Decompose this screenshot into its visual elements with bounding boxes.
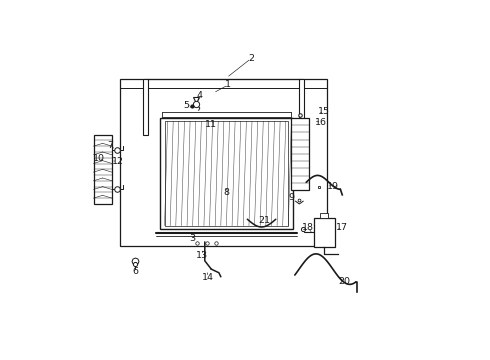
- Bar: [320, 213, 328, 218]
- Text: 16: 16: [316, 118, 327, 127]
- Text: 14: 14: [201, 273, 214, 282]
- Text: 19: 19: [327, 182, 339, 191]
- Text: 5: 5: [184, 101, 190, 110]
- Text: 20: 20: [339, 277, 350, 286]
- Text: 21: 21: [258, 216, 270, 225]
- Text: 7: 7: [107, 141, 113, 150]
- Text: 17: 17: [336, 223, 348, 232]
- Text: 11: 11: [205, 121, 217, 130]
- Bar: [160, 118, 293, 229]
- Text: 12: 12: [111, 157, 123, 166]
- Bar: [165, 121, 288, 226]
- Text: 13: 13: [196, 251, 208, 260]
- Text: 18: 18: [302, 223, 314, 232]
- Bar: [143, 79, 148, 135]
- Bar: [94, 135, 112, 204]
- Bar: [314, 218, 335, 247]
- Text: 3: 3: [189, 234, 196, 243]
- Text: 8: 8: [223, 188, 229, 197]
- Bar: [298, 79, 304, 135]
- Bar: [291, 118, 309, 190]
- Text: 9: 9: [289, 193, 294, 202]
- Text: 2: 2: [248, 54, 254, 63]
- Text: 1: 1: [225, 80, 231, 89]
- Text: 4: 4: [197, 91, 203, 100]
- Text: 10: 10: [93, 154, 104, 163]
- Text: 6: 6: [132, 267, 138, 276]
- Bar: [120, 79, 327, 246]
- Text: 15: 15: [318, 107, 330, 116]
